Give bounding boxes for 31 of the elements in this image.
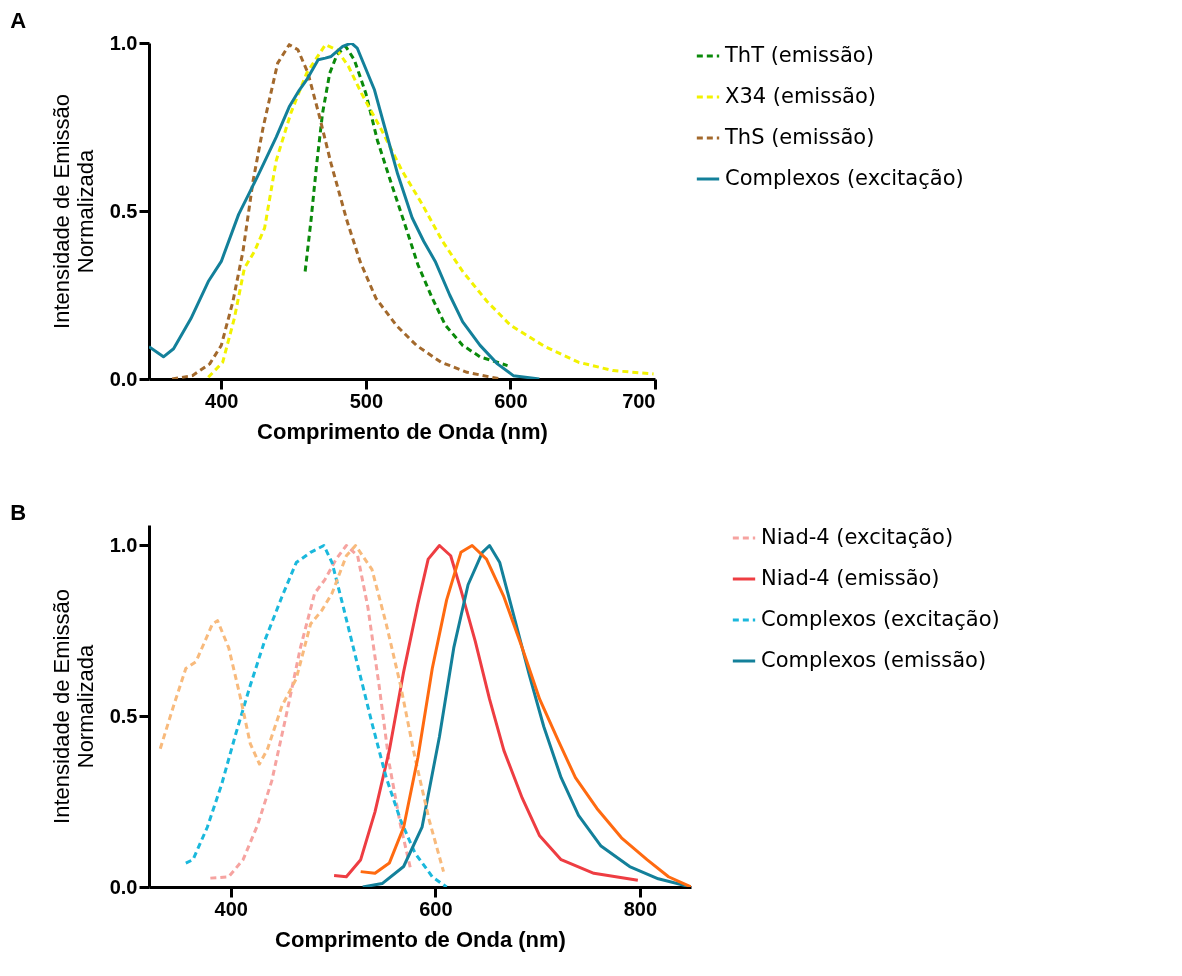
x-axis-title: Comprimento de Onda (nm) bbox=[275, 926, 566, 952]
x-tick-label: 500 bbox=[349, 389, 384, 412]
line-series bbox=[332, 543, 640, 882]
y-tick-label: 0.5 bbox=[109, 199, 138, 222]
y-tick-label: 0.5 bbox=[109, 704, 138, 727]
legend-label: ThT (emissão) bbox=[724, 43, 874, 67]
legend-label: Niad-4 (excitação) bbox=[761, 525, 954, 549]
line-series bbox=[206, 43, 655, 379]
text: A bbox=[10, 8, 27, 33]
legend-label: Complexos (emissão) bbox=[761, 648, 987, 672]
legend-label: ThS (emissão) bbox=[724, 125, 875, 149]
legend-label: Complexos (excitação) bbox=[761, 607, 1000, 631]
x-axis-title: Comprimento de Onda (nm) bbox=[257, 418, 548, 444]
y-tick-label: 0.0 bbox=[109, 875, 138, 898]
y-axis-title: Intensidade de Emissão Normalizada bbox=[48, 94, 98, 329]
text: B bbox=[10, 500, 27, 525]
y-tick-label: 1.0 bbox=[109, 31, 138, 54]
x-tick-label: 800 bbox=[623, 897, 658, 920]
y-tick-label: 0.0 bbox=[109, 367, 138, 390]
legend-label: Niad-4 (emissão) bbox=[761, 566, 940, 590]
y-axis-title: Intensidade de Emissão Normalizada bbox=[48, 589, 98, 824]
x-tick-label: 400 bbox=[214, 897, 248, 920]
line-series bbox=[208, 543, 413, 880]
x-tick-label: 700 bbox=[622, 389, 656, 412]
legend-label: X34 (emissão) bbox=[725, 84, 876, 108]
x-tick-label: 600 bbox=[419, 897, 453, 920]
legend-label: Complexos (excitação) bbox=[725, 166, 964, 190]
line-series bbox=[303, 44, 510, 368]
x-tick-label: 600 bbox=[494, 389, 528, 412]
x-tick-label: 400 bbox=[205, 389, 239, 412]
y-tick-label: 1.0 bbox=[109, 533, 138, 556]
